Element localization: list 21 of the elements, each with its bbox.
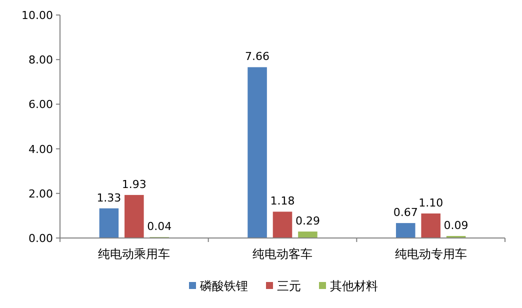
y-tick-label: 10.00 <box>22 9 53 22</box>
data-label: 0.67 <box>393 206 418 220</box>
x-tick-label: 纯电动乘用车 <box>98 247 170 261</box>
x-tick-label: 纯电动专用车 <box>394 247 467 261</box>
x-tick-label: 纯电动客车 <box>252 247 312 261</box>
data-label: 0.04 <box>147 220 172 234</box>
data-label: 1.33 <box>96 191 122 204</box>
y-tick-label: 6.00 <box>28 98 53 112</box>
data-label: 1.18 <box>270 194 295 208</box>
data-label: 0.29 <box>295 214 320 228</box>
y-tick-label: 8.00 <box>28 54 53 67</box>
data-label: 0.09 <box>444 218 468 232</box>
legend-label: 三元 <box>277 279 301 293</box>
legend-label: 磷酸铁锂 <box>199 279 248 293</box>
y-tick-label: 0.00 <box>28 232 53 245</box>
data-label: 7.66 <box>245 50 270 64</box>
data-label: 1.93 <box>122 178 146 191</box>
data-label: 1.10 <box>418 196 444 210</box>
legend-label: 其他材料 <box>330 279 378 293</box>
y-tick-label: 4.00 <box>28 142 53 156</box>
y-tick-label: 2.00 <box>28 187 53 200</box>
